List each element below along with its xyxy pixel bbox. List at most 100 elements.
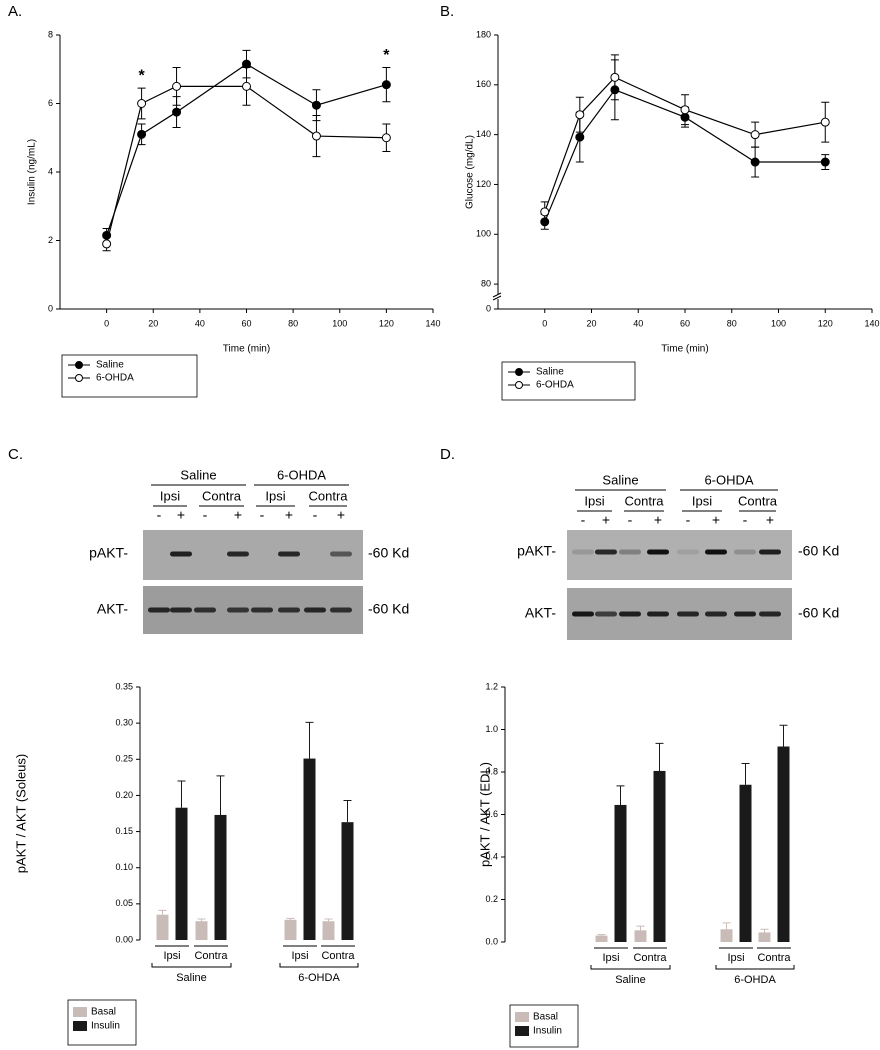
y-tick-label: 140 <box>476 129 491 139</box>
y-tick-label: 0 <box>48 303 53 313</box>
blot-band <box>677 549 699 555</box>
blot-subgroup-label: Ipsi <box>265 488 285 503</box>
blot-band <box>619 549 641 555</box>
group-bracket <box>151 963 232 968</box>
blot-band <box>705 611 727 617</box>
y-tick-label: 1.2 <box>485 681 498 691</box>
blot-band <box>194 607 216 613</box>
blot-band <box>572 611 594 617</box>
legend-swatch <box>73 1021 87 1031</box>
legend-label: Insulin <box>91 1021 120 1032</box>
blot-band <box>278 551 300 557</box>
y-tick-label: 0.15 <box>115 826 133 836</box>
error-bar <box>616 785 625 805</box>
legend-marker <box>75 374 83 382</box>
axis-break <box>492 295 502 301</box>
blot-band <box>304 607 326 613</box>
bar <box>322 921 335 940</box>
data-point <box>610 85 620 95</box>
legend-label: 6-OHDA <box>536 380 574 391</box>
y-tick-label: 0.30 <box>115 718 133 728</box>
legend-box <box>61 354 198 398</box>
lane-treatment: - <box>157 507 162 523</box>
x-tick-label: 140 <box>425 318 440 328</box>
data-point <box>137 129 147 139</box>
blot-row-label: AKT- <box>525 605 556 621</box>
blot-band <box>227 551 249 557</box>
blot-group-label: 6-OHDA <box>277 467 326 482</box>
data-point <box>311 100 321 110</box>
error-bar <box>305 721 314 759</box>
data-point <box>680 105 690 115</box>
blot-band <box>759 611 781 617</box>
blot-subgroup-label: Contra <box>202 488 242 503</box>
group-bracket <box>590 965 671 970</box>
x-axis-label: Time (min) <box>661 344 708 355</box>
data-point <box>610 72 620 82</box>
blot-size-label: -60 Kd <box>798 543 839 559</box>
blot-band <box>170 607 192 613</box>
legend-marker <box>75 361 83 369</box>
lane-treatment: + <box>177 507 185 523</box>
blot-band <box>619 611 641 617</box>
data-point <box>750 157 760 167</box>
y-tick-label: 160 <box>476 79 491 89</box>
bar <box>739 784 752 942</box>
legend-label: 6-OHDA <box>96 373 134 384</box>
x-tick-label: 80 <box>288 318 298 328</box>
blot-band <box>330 551 352 557</box>
blot-subgroup-label: Ipsi <box>584 493 604 508</box>
blot-band <box>251 607 273 613</box>
data-point <box>381 133 391 143</box>
lane-treatment: - <box>203 507 208 523</box>
blot-band <box>595 611 617 617</box>
blot-row-label: pAKT- <box>89 545 128 561</box>
legend-swatch <box>515 1026 529 1036</box>
lane-treatment: - <box>313 507 318 523</box>
blot-subgroup-label: Ipsi <box>160 488 180 503</box>
bar <box>303 758 316 940</box>
blot-size-label: -60 Kd <box>798 605 839 621</box>
error-bar <box>636 925 645 931</box>
bar <box>341 822 354 940</box>
legend-marker <box>515 368 523 376</box>
blot-band <box>595 549 617 555</box>
blot-band <box>572 549 594 555</box>
error-bar <box>197 918 206 922</box>
lane-treatment: + <box>712 512 720 528</box>
bar <box>720 929 733 942</box>
data-point <box>680 112 690 122</box>
lane-treatment: - <box>260 507 265 523</box>
legend-label: Saline <box>96 360 124 371</box>
bar <box>614 804 627 942</box>
error-bar <box>343 799 352 823</box>
y-tick-label: 0.00 <box>115 934 133 944</box>
x-tick-label: 60 <box>241 318 251 328</box>
y-tick-label: 0.4 <box>485 851 498 861</box>
data-point <box>575 132 585 142</box>
y-tick-label: 0.35 <box>115 681 133 691</box>
x-tick-label: 60 <box>680 318 690 328</box>
data-point <box>172 107 182 117</box>
legend-swatch <box>515 1012 529 1022</box>
y-axis-label: Glucose (mg/dL) <box>465 135 476 209</box>
annotation: * <box>383 47 390 64</box>
error-bar <box>779 724 788 747</box>
series-line <box>544 89 826 223</box>
blot-subgroup-label: Ipsi <box>692 493 712 508</box>
blot-group-label: Saline <box>602 472 638 487</box>
error-bar <box>158 909 167 915</box>
lane-treatment: + <box>285 507 293 523</box>
legend-box <box>501 361 636 401</box>
y-tick-label: 4 <box>48 166 53 176</box>
panel-label: A. <box>8 3 22 20</box>
bar <box>634 930 647 942</box>
blot-subgroup-label: Contra <box>738 493 778 508</box>
error-bar <box>216 775 225 815</box>
series-line <box>106 63 387 236</box>
error-bar <box>177 780 186 808</box>
x-axis-label: Time (min) <box>223 344 270 355</box>
y-tick-label: 120 <box>476 179 491 189</box>
y-tick-label: 180 <box>476 29 491 39</box>
